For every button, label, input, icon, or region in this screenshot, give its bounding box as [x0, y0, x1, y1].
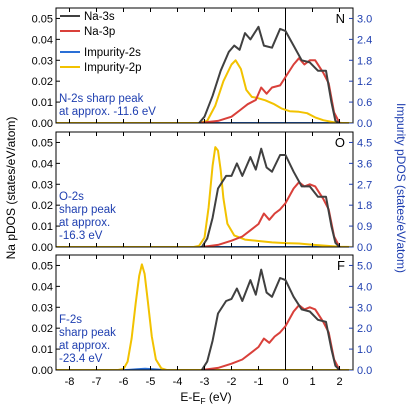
y-tick-label-left: 0.02	[32, 76, 53, 88]
y-tick-label-left: 0.02	[32, 323, 53, 335]
y-tick-label-right: 0.0	[357, 242, 372, 254]
annotation-line: -23.4 eV	[59, 353, 103, 365]
left-axis-title: Na pDOS (states/eV/atom)	[4, 117, 18, 260]
y-tick-label-left: 0.03	[32, 179, 53, 191]
annotation-line: at approx.	[59, 217, 110, 229]
x-tick-label: -7	[92, 376, 102, 388]
legend-entry: Na-3s	[84, 11, 115, 23]
x-tick-label: -6	[119, 376, 129, 388]
panel-label: F	[337, 258, 345, 273]
x-tick-label: -3	[200, 376, 210, 388]
y-tick-label-right: 1.2	[357, 76, 372, 88]
x-tick-label: 1	[309, 376, 315, 388]
y-tick-label-left: 0.03	[32, 302, 53, 314]
y-tick-label-right: 3.0	[357, 13, 372, 25]
y-tick-label-left: 0.00	[32, 118, 53, 130]
y-tick-label-left: 0.05	[32, 137, 53, 149]
x-axis-title-sub: F	[200, 396, 205, 406]
y-tick-label-right: 0.9	[357, 221, 372, 233]
annotation-line: F-2s	[59, 314, 82, 326]
series-imp2s	[56, 367, 353, 370]
y-tick-label-left: 0.00	[32, 242, 53, 254]
y-tick-label-right: 1.8	[357, 200, 372, 212]
y-tick-label-left: 0.04	[32, 158, 53, 170]
y-tick-label-left: 0.05	[32, 260, 53, 272]
y-tick-label-right: 5.0	[357, 260, 372, 272]
y-tick-label-left: 0.01	[32, 221, 53, 233]
annotation-line: at approx.	[59, 340, 110, 352]
y-tick-label-right: 2.7	[357, 179, 372, 191]
y-tick-label-right: 1.8	[357, 55, 372, 67]
annotation-line: O-2s	[59, 191, 84, 203]
annotation-line: at approx. -11.6 eV	[59, 106, 156, 118]
annotation-line: sharp peak	[59, 204, 116, 216]
series-na3s	[198, 25, 340, 123]
y-tick-label-left: 0.05	[32, 13, 53, 25]
series-imp2p	[56, 59, 353, 123]
panel-f: 0.00 0.01 0.02 0.03 0.04 0.05 0.0 1.0 2.0 3.0 4.0 5…	[32, 254, 372, 388]
panel-o: 0.00 0.01 0.02 0.03 0.04 0.05 0.0 0.9 1.8 2.7 3.6 4…	[32, 131, 372, 254]
legend: Na-3s Na-3p Impurity-2s Impurity-2p	[60, 11, 142, 74]
series-imp2p	[56, 263, 353, 370]
x-tick-label: -2	[227, 376, 237, 388]
y-tick-label-right: 2.4	[357, 34, 372, 46]
x-axis-title-tail: (eV)	[206, 390, 232, 404]
y-tick-label-right: 0.0	[357, 365, 372, 377]
legend-entry: Impurity-2p	[84, 62, 142, 74]
y-tick-label-left: 0.04	[32, 34, 53, 46]
annotation-line: N-2s sharp peak	[59, 93, 144, 105]
y-tick-label-left: 0.01	[32, 97, 53, 109]
x-axis-title: E-EF (eV)	[180, 390, 231, 406]
y-tick-label-left: 0.00	[32, 365, 53, 377]
x-tick-label: 2	[336, 376, 342, 388]
annotation-line: sharp peak	[59, 327, 116, 339]
y-tick-label-right: 3.0	[357, 302, 372, 314]
y-tick-label-left: 0.04	[32, 281, 53, 293]
x-tick-label: 0	[282, 376, 288, 388]
panel-n: 0.00 0.01 0.02 0.03 0.04 0.05 0.0 0.6 1.2 1.8 2.4 3…	[32, 7, 372, 130]
x-tick-label: -1	[254, 376, 264, 388]
y-tick-label-right: 4.0	[357, 281, 372, 293]
y-tick-label-left: 0.01	[32, 344, 53, 356]
series-imp2p	[56, 146, 353, 247]
y-tick-label-right: 1.0	[357, 344, 372, 356]
y-tick-label-left: 0.03	[32, 55, 53, 67]
x-tick-label: -8	[65, 376, 75, 388]
y-tick-label-right: 0.6	[357, 97, 372, 109]
right-axis-title: Impurity pDOS (states/eV/atom)	[394, 103, 407, 273]
panel-label: N	[336, 11, 345, 26]
y-tick-label-right: 3.6	[357, 158, 372, 170]
y-tick-label-right: 4.5	[357, 137, 372, 149]
series-na3p	[201, 304, 341, 370]
panel-label: O	[335, 135, 345, 150]
legend-entry: Impurity-2s	[84, 47, 141, 59]
x-tick-label: -5	[146, 376, 156, 388]
x-axis-title-main: E-E	[180, 390, 200, 404]
series-na3s	[200, 268, 341, 370]
series-na3s	[200, 147, 341, 247]
y-tick-label-right: 0.0	[357, 118, 372, 130]
legend-entry: Na-3p	[84, 26, 115, 38]
annotation-line: -16.3 eV	[59, 230, 103, 242]
x-tick-label: -4	[173, 376, 183, 388]
y-tick-label-right: 2.0	[357, 323, 372, 335]
y-tick-label-left: 0.02	[32, 200, 53, 212]
